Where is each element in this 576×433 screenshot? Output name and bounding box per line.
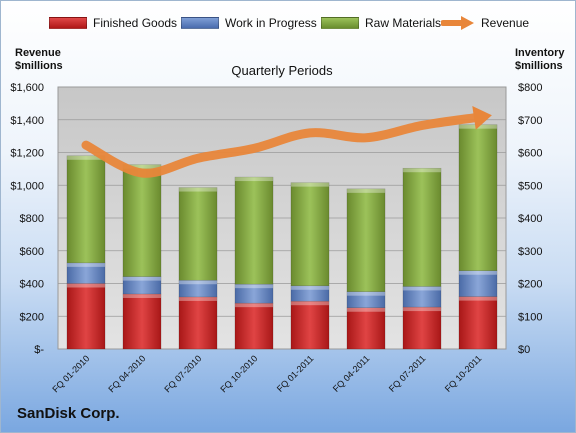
- bar-top-highlight: [458, 270, 498, 275]
- legend-swatch-finished-goods: [49, 17, 87, 29]
- legend-item-revenue: Revenue: [441, 15, 529, 31]
- bar-top-highlight: [402, 168, 442, 173]
- bar-top-highlight: [178, 187, 218, 192]
- right-axis-tick-label: $400: [518, 213, 542, 225]
- bar-raw-materials: [346, 188, 386, 292]
- bar-top-highlight: [290, 285, 330, 290]
- left-axis-tick-label: $1,400: [10, 115, 44, 127]
- x-axis-tick-label: FQ 04-2011: [331, 353, 372, 394]
- bar-work-in-progress: [458, 270, 498, 297]
- bar-raw-materials: [290, 182, 330, 287]
- bar-top-highlight: [122, 164, 162, 169]
- legend-swatch-revenue: [441, 16, 474, 30]
- legend-label-work-in-progress: Work in Progress: [225, 16, 317, 30]
- bar-finished-goods: [290, 300, 330, 350]
- left-axis-tick-label: $1,200: [10, 148, 44, 160]
- x-axis-tick-label: FQ 04-2010: [106, 353, 147, 394]
- bar-top-highlight: [122, 276, 162, 281]
- legend-label-raw-materials: Raw Materials: [365, 16, 442, 30]
- right-axis-tick-label: $0: [518, 344, 530, 356]
- x-axis-tick-label: FQ 07-2011: [387, 353, 428, 394]
- left-axis-title-line1: Revenue: [15, 47, 61, 59]
- bar-finished-goods: [178, 296, 218, 350]
- right-axis-tick-label: $600: [518, 148, 542, 160]
- bar-top-highlight: [234, 284, 274, 289]
- bar-finished-goods: [402, 306, 442, 350]
- bar-finished-goods: [122, 293, 162, 350]
- bar-top-highlight: [234, 303, 274, 308]
- revenue-line: [81, 112, 483, 178]
- bar-raw-materials: [458, 124, 498, 271]
- right-axis-tick-label: $100: [518, 311, 542, 323]
- left-axis-tick-label: $-: [34, 344, 44, 356]
- legend-swatch-raw-materials: [321, 17, 359, 29]
- x-axis-tick-label: FQ 01-2010: [50, 353, 91, 394]
- x-axis-tick-label: FQ 01-2011: [275, 353, 316, 394]
- bar-raw-materials: [178, 187, 218, 281]
- right-axis-title-line1: Inventory: [515, 47, 565, 59]
- bar-top-highlight: [402, 307, 442, 312]
- bar-top-highlight: [234, 177, 274, 182]
- left-axis-title: Revenue $millions: [15, 47, 63, 73]
- x-axis-tick-label: FQ 10-2011: [443, 353, 484, 394]
- legend-swatch-work-in-progress: [181, 17, 219, 29]
- legend-item-finished-goods: Finished Goods: [49, 15, 177, 31]
- bar-top-highlight: [178, 296, 218, 301]
- bar-raw-materials: [66, 155, 106, 264]
- legend-item-work-in-progress: Work in Progress: [181, 15, 317, 31]
- right-axis-title-line2: $millions: [515, 60, 563, 72]
- bar-finished-goods: [458, 296, 498, 350]
- revenue-arrowhead: [472, 105, 492, 130]
- right-axis-tick-label: $200: [518, 279, 542, 291]
- right-axis-tick-label: $700: [518, 115, 542, 127]
- left-axis-title-line2: $millions: [15, 60, 63, 72]
- left-axis-tick-label: $200: [20, 311, 44, 323]
- bar-finished-goods: [234, 302, 274, 350]
- bar-finished-goods: [346, 307, 386, 350]
- right-axis-tick-label: $800: [518, 82, 542, 94]
- bar-raw-materials: [402, 167, 442, 287]
- right-axis-tick-label: $300: [518, 246, 542, 258]
- left-axis-tick-label: $800: [20, 213, 44, 225]
- right-axis-title: Inventory $millions: [515, 47, 565, 73]
- x-axis-tick-label: FQ 07-2010: [162, 353, 203, 394]
- left-axis-tick-label: $600: [20, 246, 44, 258]
- bar-top-highlight: [66, 155, 106, 160]
- bar-top-highlight: [290, 182, 330, 187]
- bar-top-highlight: [122, 293, 162, 298]
- right-axis-tick-label: $500: [518, 180, 542, 192]
- bar-top-highlight: [66, 262, 106, 267]
- left-axis-tick-label: $400: [20, 279, 44, 291]
- left-axis-tick-label: $1,600: [10, 82, 44, 94]
- bar-top-highlight: [346, 291, 386, 296]
- company-name: SanDisk Corp.: [17, 405, 120, 422]
- bar-raw-materials: [234, 176, 274, 285]
- bar-top-highlight: [178, 280, 218, 285]
- bar-finished-goods: [66, 283, 106, 350]
- left-axis-tick-label: $1,000: [10, 180, 44, 192]
- bar-top-highlight: [402, 286, 442, 291]
- bar-top-highlight: [346, 188, 386, 193]
- bar-top-highlight: [290, 301, 330, 306]
- bar-raw-materials: [122, 164, 162, 277]
- legend-item-raw-materials: Raw Materials: [321, 15, 441, 31]
- bar-top-highlight: [458, 296, 498, 301]
- legend-label-finished-goods: Finished Goods: [93, 16, 178, 30]
- bar-top-highlight: [66, 283, 106, 288]
- chart-subtitle: Quarterly Periods: [231, 63, 333, 78]
- bar-top-highlight: [346, 307, 386, 312]
- legend-label-revenue: Revenue: [481, 16, 530, 30]
- x-axis-tick-label: FQ 10-2010: [218, 353, 259, 394]
